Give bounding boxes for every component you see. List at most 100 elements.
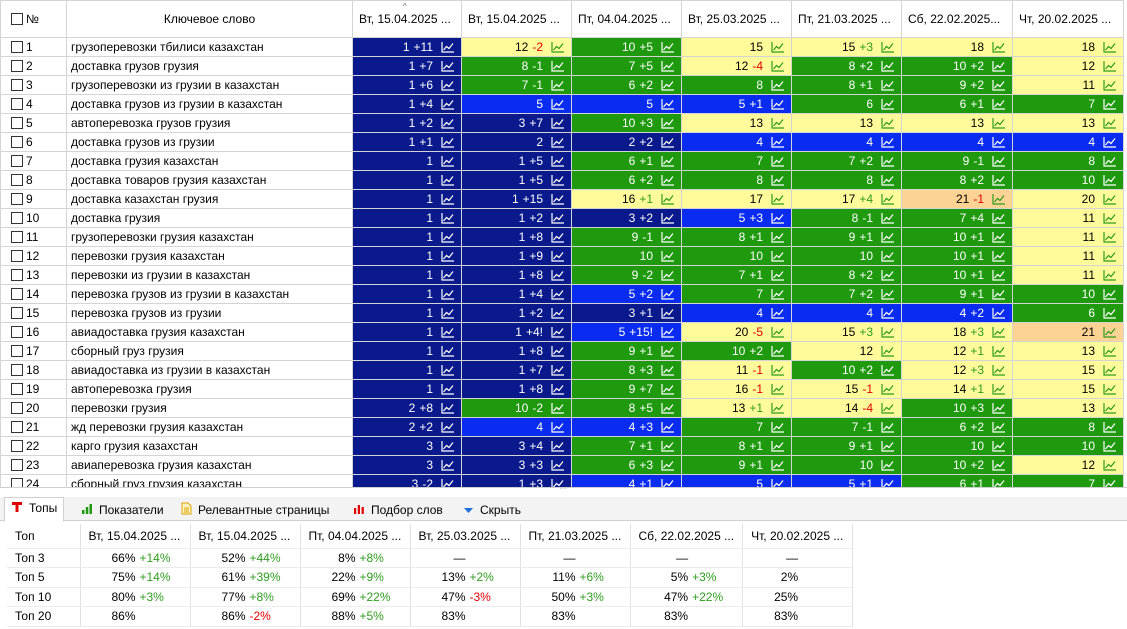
position-cell[interactable]: 9 +7 (571, 379, 682, 399)
row-number-cell[interactable]: 20 (0, 398, 67, 418)
row-number-cell[interactable]: 22 (0, 436, 67, 456)
position-cell[interactable]: 6 +1 (571, 151, 682, 171)
position-cell[interactable]: 10 +1 (901, 246, 1013, 266)
trend-chart-icon[interactable] (1103, 307, 1117, 319)
trend-chart-icon[interactable] (441, 193, 455, 205)
trend-chart-icon[interactable] (441, 60, 455, 72)
trend-chart-icon[interactable] (1103, 440, 1117, 452)
position-cell[interactable]: 1 (352, 322, 462, 342)
trend-chart-icon[interactable] (881, 231, 895, 243)
position-cell[interactable]: 14 -4 (791, 398, 902, 418)
table-row[interactable]: 23 авиаперевозка грузия казахстан 3 3 +3 6 +3 9… (0, 455, 1124, 475)
trend-chart-icon[interactable] (771, 364, 785, 376)
position-cell[interactable]: 7 +2 (791, 151, 902, 171)
keyword-cell[interactable]: перевозка грузов из грузии в казахстан (66, 284, 353, 304)
trend-chart-icon[interactable] (881, 136, 895, 148)
position-cell[interactable]: 10 +2 (681, 341, 792, 361)
keyword-cell[interactable]: авиадоставка грузия казахстан (66, 322, 353, 342)
trend-chart-icon[interactable] (881, 383, 895, 395)
trend-chart-icon[interactable] (661, 98, 675, 110)
row-checkbox[interactable] (11, 174, 23, 186)
trend-chart-icon[interactable] (551, 288, 565, 300)
trend-chart-icon[interactable] (1103, 478, 1117, 487)
trend-chart-icon[interactable] (1103, 79, 1117, 91)
position-cell[interactable]: 12 +3 (901, 360, 1013, 380)
table-row[interactable]: 19 автоперевозка грузия 1 1 +8 9 +7 16 -1 15 -1 14 +… (0, 379, 1124, 399)
row-checkbox[interactable] (11, 288, 23, 300)
row-number-cell[interactable]: 8 (0, 170, 67, 190)
trend-chart-icon[interactable] (992, 440, 1006, 452)
trend-chart-icon[interactable] (661, 174, 675, 186)
trend-chart-icon[interactable] (992, 478, 1006, 487)
trend-chart-icon[interactable] (551, 383, 565, 395)
position-cell[interactable]: 9 +1 (791, 227, 902, 247)
trend-chart-icon[interactable] (661, 79, 675, 91)
position-cell[interactable]: 1 (352, 284, 462, 304)
row-number-cell[interactable]: 12 (0, 246, 67, 266)
position-cell[interactable]: 16 +1 (571, 189, 682, 209)
trend-chart-icon[interactable] (1103, 60, 1117, 72)
trend-chart-icon[interactable] (992, 117, 1006, 129)
select-all-checkbox[interactable] (11, 13, 23, 25)
position-cell[interactable]: 1 +8 (461, 227, 572, 247)
position-cell[interactable]: 13 (1012, 113, 1124, 133)
position-cell[interactable]: 5 +1 (681, 94, 792, 114)
trend-chart-icon[interactable] (441, 364, 455, 376)
keyword-cell[interactable]: доставка грузов из грузии (66, 132, 353, 152)
table-row[interactable]: 18 авиадоставка из грузии в казахстан 1 1 +7… (0, 360, 1124, 380)
trend-chart-icon[interactable] (441, 288, 455, 300)
position-cell[interactable]: 10 +3 (901, 398, 1013, 418)
position-cell[interactable]: 8 +1 (791, 75, 902, 95)
position-cell[interactable]: 2 (461, 132, 572, 152)
keyword-cell[interactable]: доставка товаров грузия казахстан (66, 170, 353, 190)
trend-chart-icon[interactable] (992, 326, 1006, 338)
position-cell[interactable]: 1 +8 (461, 379, 572, 399)
trend-chart-icon[interactable] (661, 402, 675, 414)
keyword-rank-table[interactable]: № Ключевое слово ^ Вт, 15.04.2025 ... Вт, … (0, 0, 1127, 488)
position-cell[interactable]: 5 (571, 94, 682, 114)
trend-chart-icon[interactable] (551, 326, 565, 338)
row-number-cell[interactable]: 1 (0, 37, 67, 57)
position-cell[interactable]: 7 +2 (791, 284, 902, 304)
position-cell[interactable]: 1 +4! (461, 322, 572, 342)
position-cell[interactable]: 7 (681, 284, 792, 304)
position-cell[interactable]: 6 +2 (571, 75, 682, 95)
row-checkbox[interactable] (11, 136, 23, 148)
trend-chart-icon[interactable] (441, 98, 455, 110)
position-cell[interactable]: 7 (1012, 94, 1124, 114)
trend-chart-icon[interactable] (441, 440, 455, 452)
trend-chart-icon[interactable] (881, 345, 895, 357)
position-cell[interactable]: 8 +1 (681, 436, 792, 456)
trend-chart-icon[interactable] (551, 364, 565, 376)
trend-chart-icon[interactable] (551, 174, 565, 186)
row-number-cell[interactable]: 3 (0, 75, 67, 95)
column-date-header[interactable]: Сб, 22.02.2025... (901, 0, 1013, 38)
trend-chart-icon[interactable] (881, 117, 895, 129)
trend-chart-icon[interactable] (661, 440, 675, 452)
position-cell[interactable]: 9 +1 (791, 436, 902, 456)
position-cell[interactable]: 2 +8 (352, 398, 462, 418)
trend-chart-icon[interactable] (1103, 269, 1117, 281)
position-cell[interactable]: 2 +2 (571, 132, 682, 152)
position-cell[interactable]: 10 (681, 246, 792, 266)
trend-chart-icon[interactable] (551, 478, 565, 487)
trend-chart-icon[interactable] (771, 212, 785, 224)
table-row[interactable]: 11 грузоперевозки грузия казахстан 1 1 +8 9 -1… (0, 227, 1124, 247)
position-cell[interactable]: 12 -2 (461, 37, 572, 57)
trend-chart-icon[interactable] (441, 136, 455, 148)
position-cell[interactable]: 10 +5 (571, 37, 682, 57)
trend-chart-icon[interactable] (992, 98, 1006, 110)
table-row[interactable]: 3 грузоперевозки из грузии в казахстан 1 +6… (0, 75, 1124, 95)
trend-chart-icon[interactable] (992, 250, 1006, 262)
row-checkbox[interactable] (11, 402, 23, 414)
position-cell[interactable]: 3 +1 (571, 303, 682, 323)
keyword-cell[interactable]: жд перевозки грузия казахстан (66, 417, 353, 437)
position-cell[interactable]: 10 (571, 246, 682, 266)
position-cell[interactable]: 6 +2 (901, 417, 1013, 437)
tab-relevant-pages[interactable]: Релевантные страницы (174, 499, 336, 521)
tab-indicators[interactable]: Показатели (74, 499, 171, 521)
position-cell[interactable]: 11 (1012, 246, 1124, 266)
position-cell[interactable]: 4 (681, 132, 792, 152)
keyword-cell[interactable]: доставка грузов из грузии в казахстан (66, 94, 353, 114)
position-cell[interactable]: 10 (1012, 170, 1124, 190)
